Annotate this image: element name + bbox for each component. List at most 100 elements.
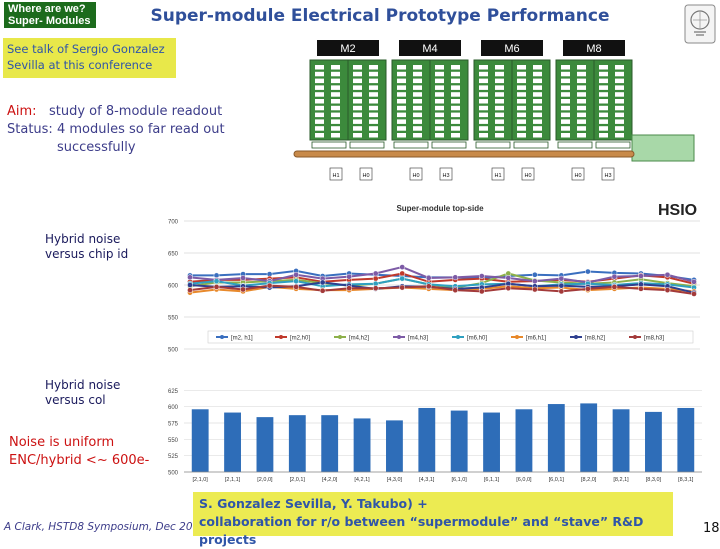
readout-chip (479, 112, 488, 118)
readout-chip (413, 85, 422, 90)
readout-chip (495, 126, 504, 131)
module-tab (431, 141, 467, 149)
module-tab (557, 141, 593, 149)
chart2-xtick: [6,1,1] (484, 477, 500, 483)
chart2-xtick: [8,2,0] (581, 477, 597, 483)
chart2-bar (547, 404, 565, 472)
module-label: M2 (340, 43, 355, 55)
chart2-ytick: 625 (168, 389, 179, 395)
readout-chip (599, 71, 608, 77)
readout-chip (369, 71, 378, 77)
chart1-series-line (189, 272, 695, 285)
chart1-point (293, 278, 299, 285)
chart2-xtick: [8,2,1] (613, 477, 629, 483)
readout-chip (397, 85, 406, 90)
chart1-ytick: 550 (168, 316, 179, 322)
reference-note: See talk of Sergio Gonzalez Sevilla at t… (3, 38, 176, 78)
readout-chip (331, 133, 340, 138)
readout-chip (451, 105, 460, 111)
readout-chip (331, 105, 340, 111)
readout-chip (495, 105, 504, 111)
readout-chip (495, 85, 504, 90)
readout-chip (435, 85, 444, 90)
readout-chip (533, 105, 542, 111)
readout-chip (615, 105, 624, 111)
chart2-xtick: [4,3,1] (419, 477, 435, 483)
hybrid-tag (491, 167, 505, 181)
readout-chip (495, 78, 504, 84)
readout-chip (451, 126, 460, 131)
readout-chip (577, 126, 586, 131)
chart1-point (452, 287, 459, 293)
readout-chip (315, 105, 324, 111)
hybrid-tag (329, 167, 343, 181)
chart-noise-vs-col: 500 525 550 575 600 625 [2,1,0] [2,1,1] [2,0,0] [… (150, 368, 710, 488)
readout-chip (369, 112, 378, 118)
chart2-ytick: 600 (168, 405, 179, 411)
hybrid-tag-label: H0 (362, 173, 369, 179)
readout-chip (561, 78, 570, 84)
hybrid-tag-label: H3 (442, 173, 449, 179)
hybrid-tag-label: H3 (604, 173, 611, 179)
readout-chip (315, 78, 324, 84)
readout-chip (451, 71, 460, 77)
chart1-ytick: 700 (168, 220, 179, 226)
readout-chip (517, 65, 526, 70)
readout-chip (479, 85, 488, 90)
chart2-bar (288, 415, 306, 472)
module-label: M8 (586, 43, 601, 55)
readout-chip (435, 112, 444, 118)
readout-chip (495, 99, 504, 104)
readout-chip (353, 71, 362, 77)
readout-chip (533, 99, 542, 104)
readout-chip (615, 71, 624, 77)
readout-chip (533, 92, 542, 97)
readout-chip (495, 92, 504, 97)
chart1-point (531, 271, 538, 278)
readout-chip (561, 133, 570, 138)
hybrid-tag-label: H0 (412, 173, 419, 179)
chart2-xtick: [8,3,1] (678, 477, 694, 483)
readout-chip (615, 133, 624, 138)
aim-text: study of 8-module readout (48, 104, 223, 119)
chart2-bar (515, 409, 533, 472)
chart1-legend-label: [m4,h2] (349, 336, 369, 342)
chart1-legend-marker (515, 335, 519, 339)
chart2-xtick: [2,0,1] (290, 477, 306, 483)
readout-chip (397, 99, 406, 104)
readout-chip (369, 99, 378, 104)
readout-chip (517, 112, 526, 118)
readout-chip (495, 133, 504, 138)
chart1-title: Super-module top-side (396, 204, 484, 213)
hybrid-tag-label: H1 (494, 173, 501, 179)
chart1-point (187, 282, 193, 288)
chart1-point (691, 291, 697, 297)
chart1-point (240, 275, 246, 281)
page-title: Super-module Electrical Prototype Perfor… (150, 6, 610, 26)
chart2-bar (612, 409, 630, 472)
cooling-pipe (293, 150, 635, 158)
readout-chip (413, 112, 422, 118)
module-tab (311, 141, 347, 149)
readout-chip (479, 92, 488, 97)
readout-chip (435, 78, 444, 84)
readout-chip (397, 65, 406, 70)
readout-chip (495, 119, 504, 124)
chart1-point (399, 275, 406, 282)
readout-chip (413, 126, 422, 131)
readout-chip (397, 119, 406, 124)
chart2-xtick: [2,1,0] (193, 477, 209, 483)
chart2-xtick: [4,3,0] (387, 477, 403, 483)
chart2-side-label: Hybrid noise versus col (45, 378, 121, 407)
chart2-bar (645, 411, 662, 472)
readout-chip (315, 99, 324, 104)
chart1-legend-label: [m8,h3] (644, 336, 664, 342)
chart1-legend-label: [m6,h1] (526, 336, 546, 342)
aim-label: Aim: (7, 104, 37, 119)
readout-chip (315, 85, 324, 90)
chart2-xtick: [6,1,0] (452, 477, 468, 483)
readout-chip (451, 85, 460, 90)
hybrid-tag (571, 167, 585, 181)
chart2-xtick: [6,0,1] (549, 477, 565, 483)
readout-chip (331, 112, 340, 118)
